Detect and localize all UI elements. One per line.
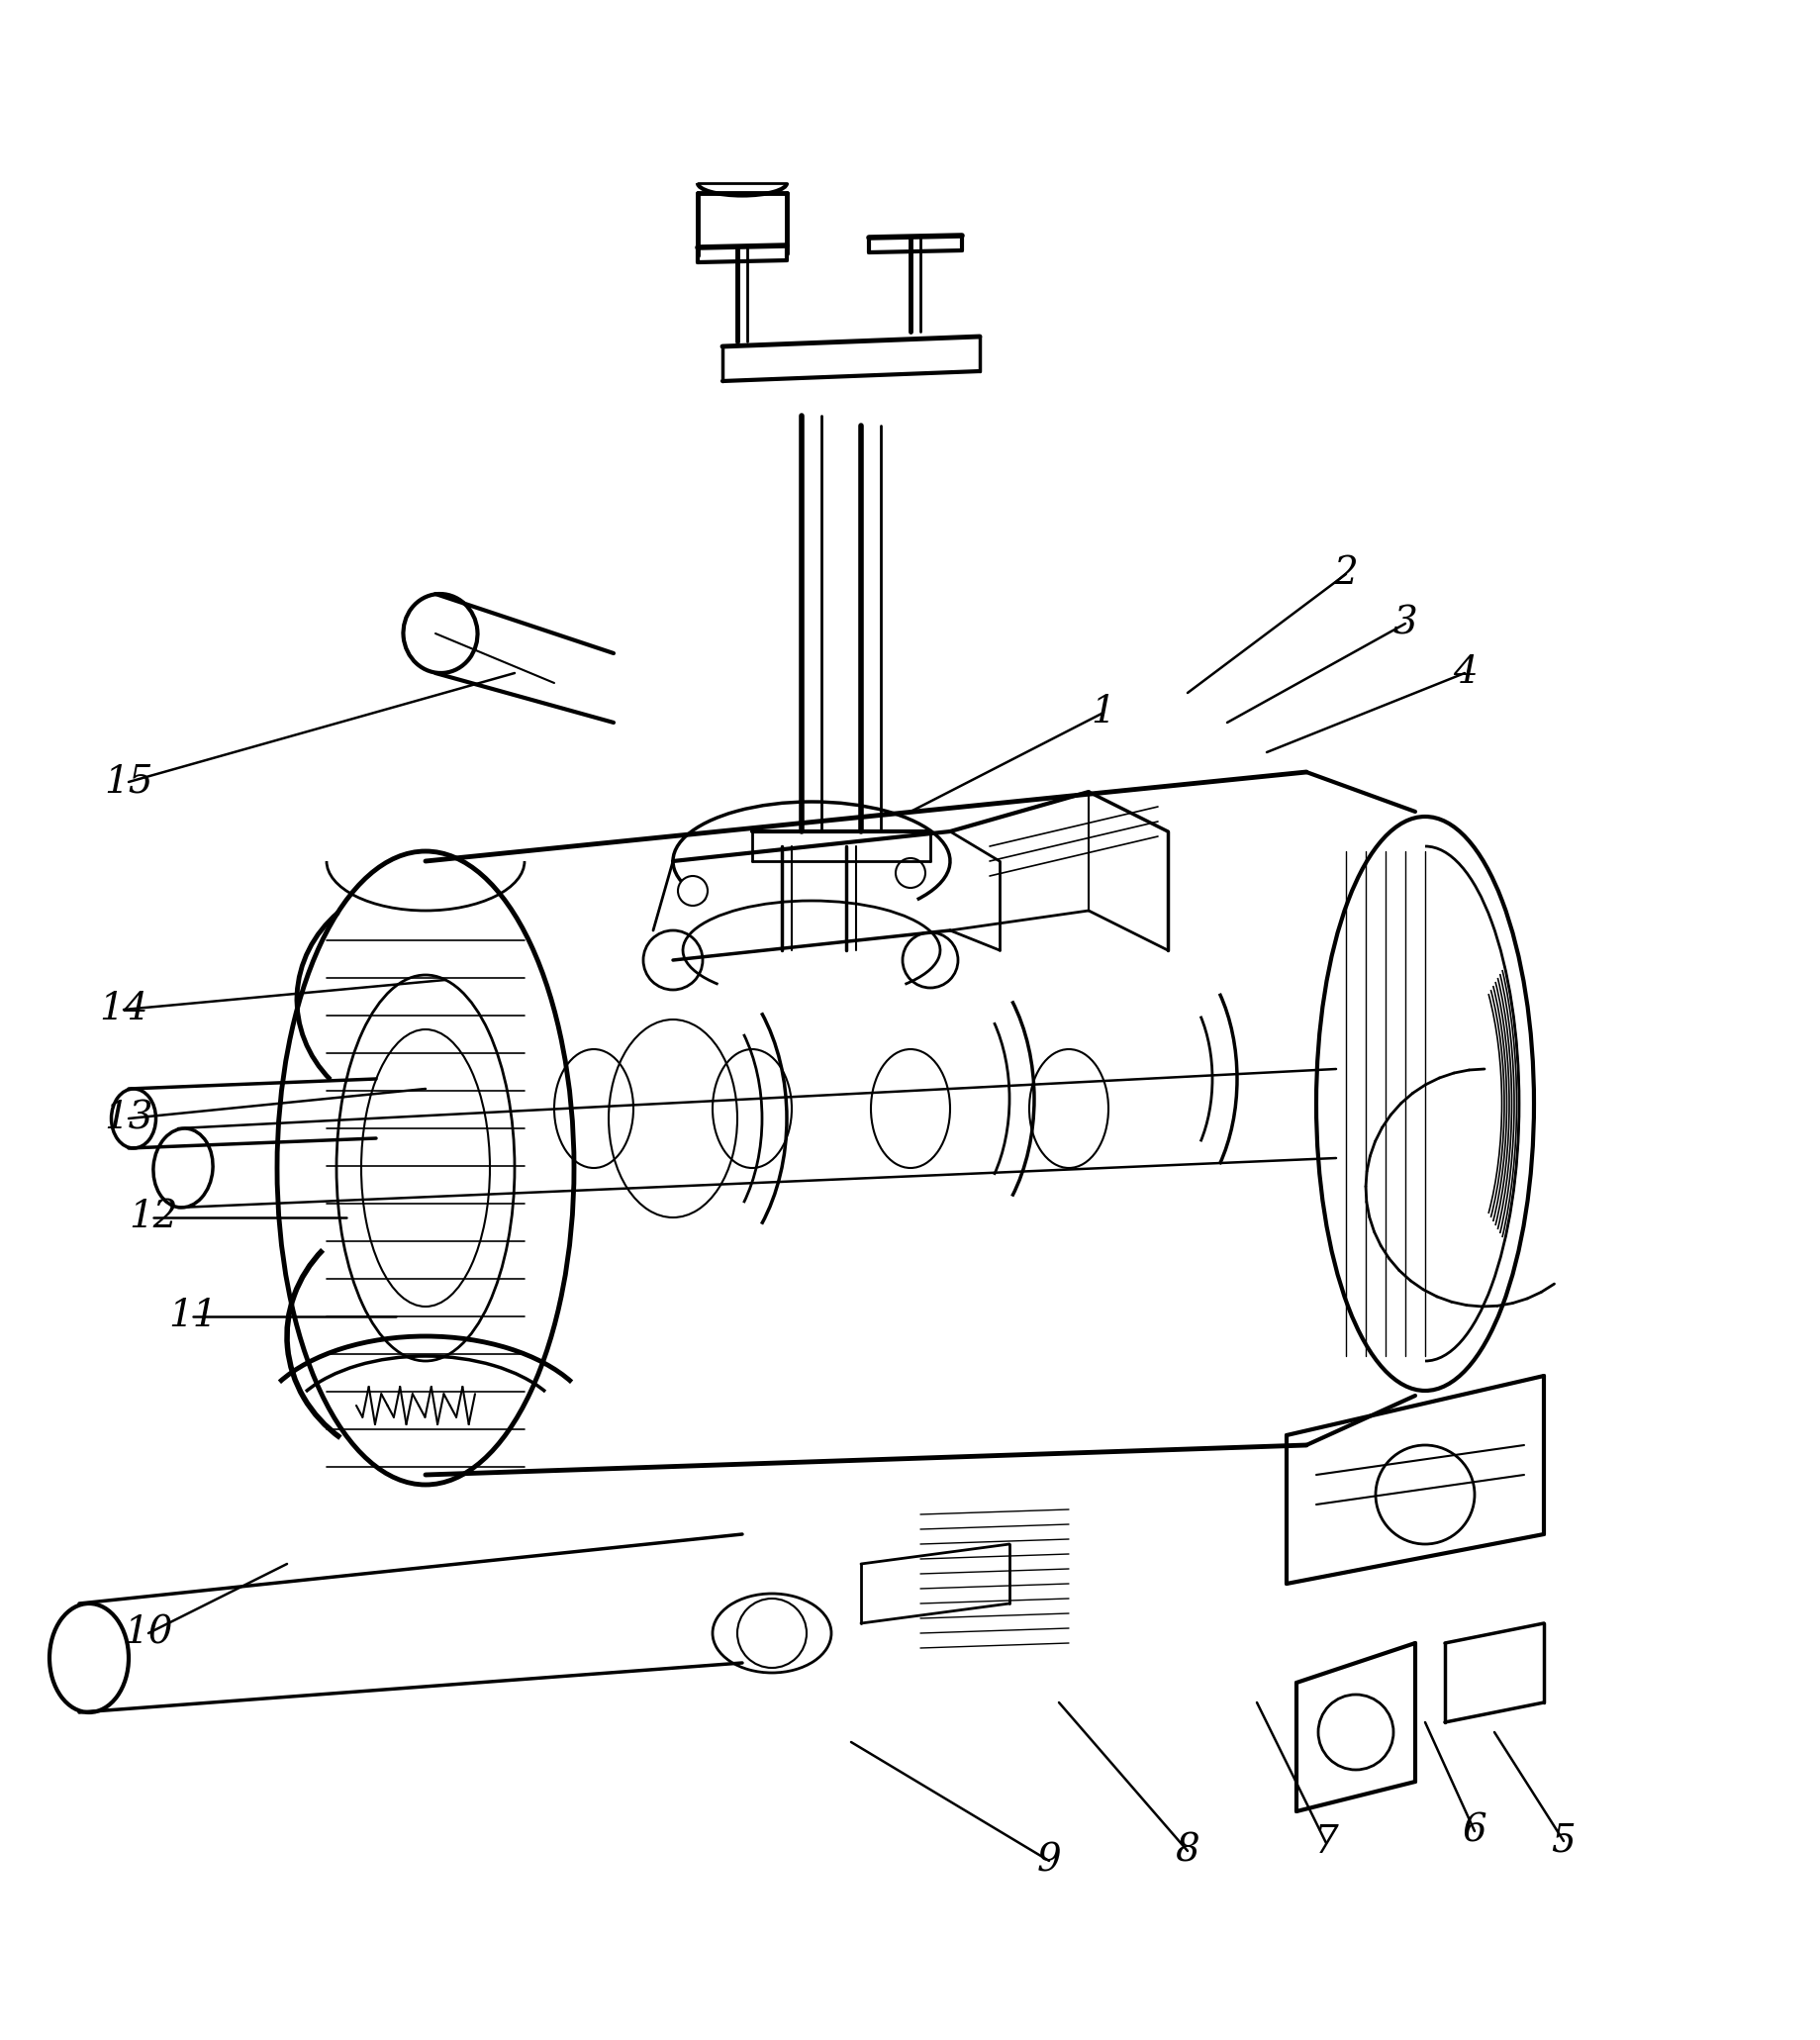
Text: 11: 11 (169, 1297, 217, 1334)
Text: 10: 10 (124, 1616, 173, 1652)
Ellipse shape (153, 1128, 213, 1208)
Ellipse shape (111, 1089, 157, 1149)
Text: 8: 8 (1174, 1832, 1199, 1869)
Text: 5: 5 (1551, 1822, 1574, 1858)
Circle shape (677, 875, 708, 906)
Text: 9: 9 (1036, 1842, 1061, 1879)
Text: 3: 3 (1392, 606, 1416, 643)
Text: 4: 4 (1452, 655, 1476, 692)
Ellipse shape (49, 1603, 129, 1712)
Circle shape (903, 932, 957, 987)
Circle shape (1318, 1695, 1392, 1771)
Circle shape (642, 930, 703, 989)
Circle shape (895, 859, 925, 887)
Text: 1: 1 (1090, 694, 1116, 730)
Text: 14: 14 (98, 991, 147, 1028)
Circle shape (737, 1599, 806, 1669)
Ellipse shape (402, 594, 477, 673)
Text: 6: 6 (1461, 1814, 1487, 1850)
Text: 12: 12 (129, 1200, 178, 1236)
Circle shape (1374, 1444, 1474, 1544)
Text: 13: 13 (104, 1100, 153, 1136)
Text: 2: 2 (1332, 555, 1358, 592)
Text: 15: 15 (104, 763, 153, 800)
Text: 7: 7 (1314, 1824, 1338, 1860)
